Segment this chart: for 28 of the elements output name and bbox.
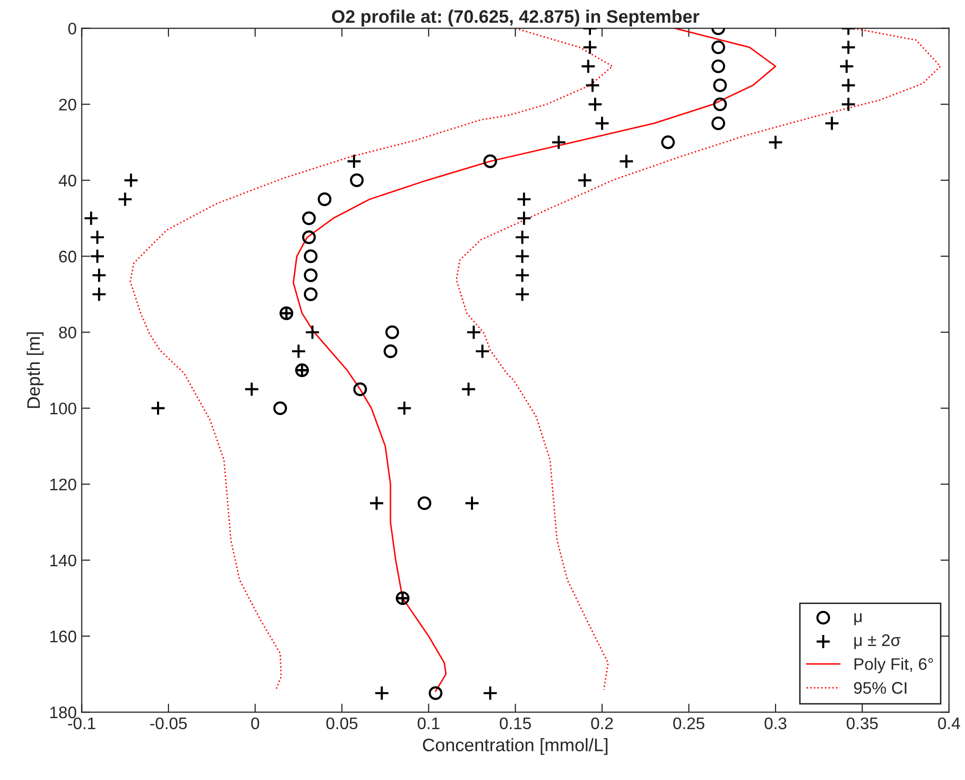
x-tick-label: 0.3: [764, 717, 786, 730]
x-axis-title: Concentration [mmol/L]: [422, 738, 608, 755]
x-tick-label: 0.4: [938, 717, 960, 730]
x-tick-label: 0.15: [500, 717, 531, 730]
x-tick-label: 0: [251, 717, 260, 730]
y-tick-label: 40: [58, 174, 76, 186]
y-axis-title: Depth [m]: [26, 332, 44, 408]
x-tick-label: 0.1: [418, 717, 440, 730]
y-tick-label: 120: [50, 478, 76, 490]
y-tick-label: 60: [59, 250, 76, 262]
y-tick-label: 0: [68, 22, 76, 35]
x-tick-label: 0.35: [846, 717, 878, 730]
y-tick-label: 160: [50, 630, 76, 642]
x-tick-label: -0.05: [150, 717, 187, 730]
y-tick-label: 80: [59, 326, 76, 338]
legend-label: 95% CI: [854, 682, 906, 694]
x-tick-label: 0.2: [591, 717, 613, 730]
legend-label: Poly Fit, 6°: [854, 658, 933, 674]
y-tick-label: 140: [50, 554, 76, 566]
y-tick-label: 100: [50, 402, 76, 414]
legend-label: μ ± 2σ: [854, 634, 901, 650]
x-tick-label: 0.25: [673, 717, 704, 730]
x-tick-label: 0.05: [326, 717, 358, 730]
y-tick-label: 180: [50, 706, 76, 718]
x-tick-label: -0.1: [68, 717, 96, 730]
legend-label: μ: [854, 613, 862, 626]
chart-title: O2 profile at: (70.625, 42.875) in September: [332, 10, 700, 27]
y-tick-label: 20: [59, 98, 76, 110]
